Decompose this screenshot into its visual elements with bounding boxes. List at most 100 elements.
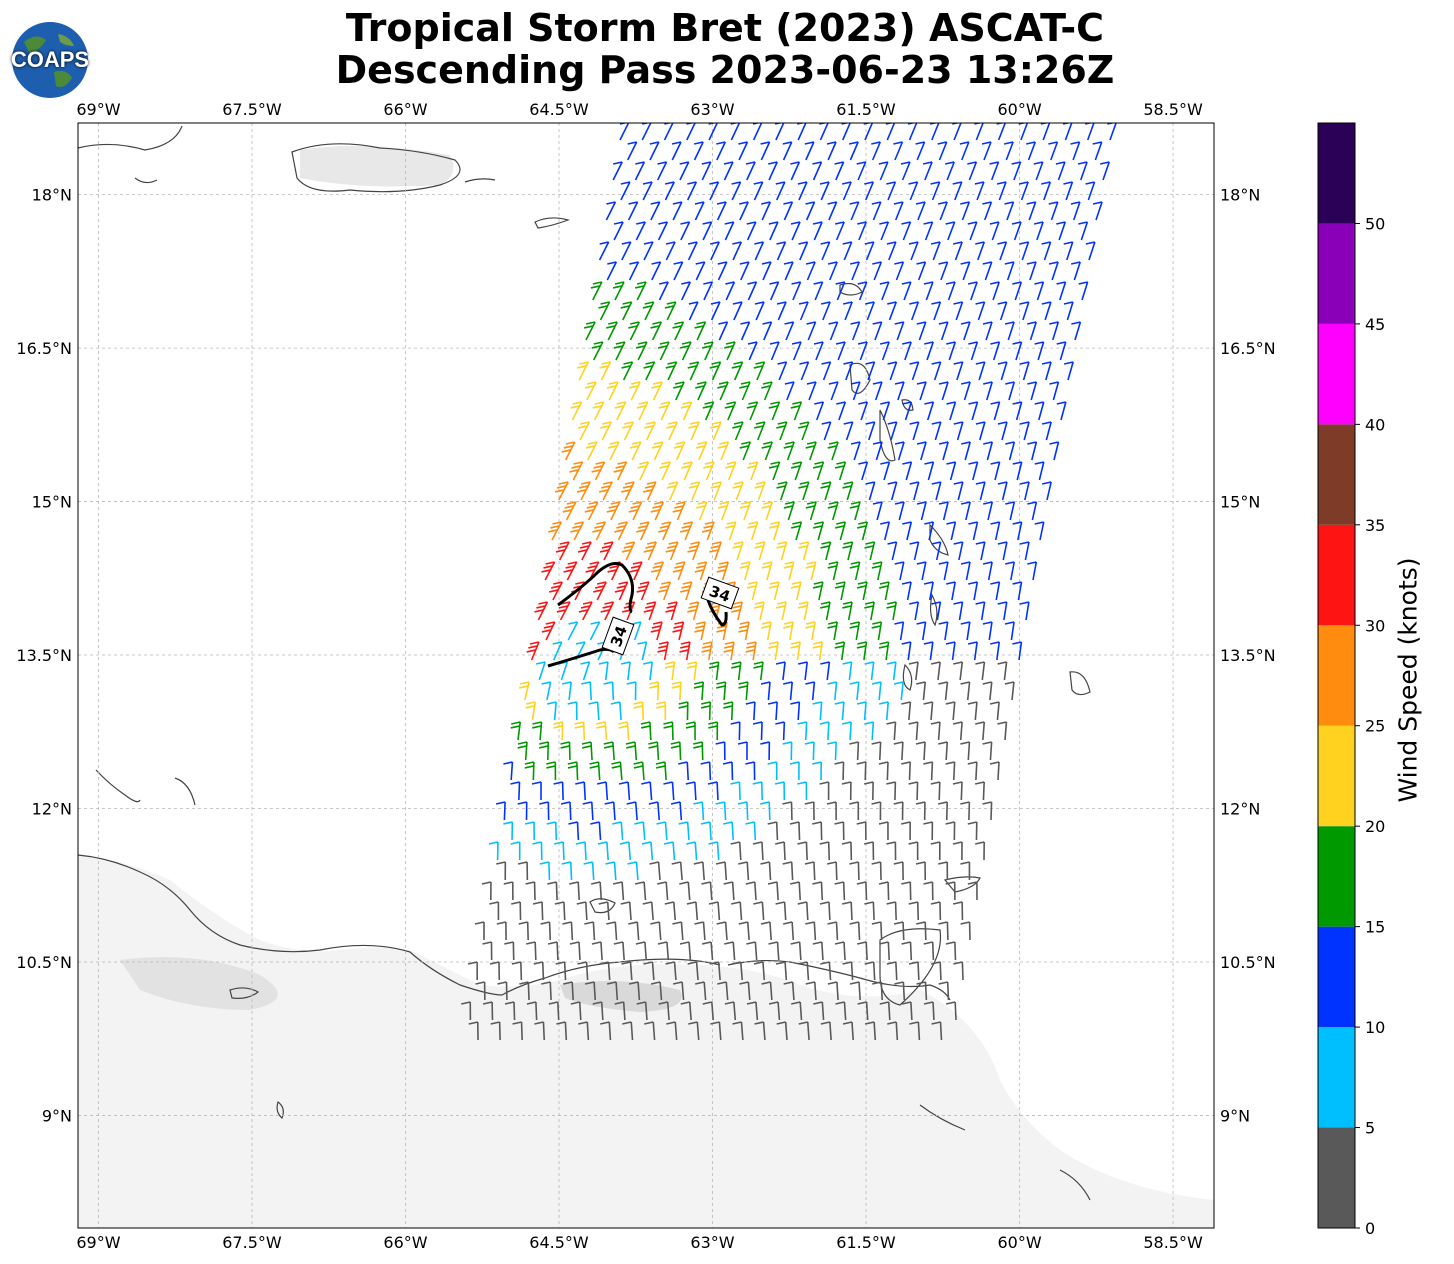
wind-barb-flag [659,465,669,469]
wind-barb [557,1001,560,1021]
wind-barb-flag [663,721,673,725]
wind-barb [1003,661,1008,681]
wind-barb-flag [952,901,963,905]
wind-barb [630,381,641,401]
wind-barb [619,701,622,721]
wind-barb-flag [639,521,650,525]
wind-barb [616,401,627,421]
wind-barb [676,501,686,521]
wind-barb [809,441,817,461]
wind-barb [680,221,691,241]
wind-barb-flag [683,521,693,525]
wind-barb [865,1001,869,1021]
axis-labels: 69°W69°W67.5°W67.5°W66°W66°W64.5°W64.5°W… [16,100,1275,1252]
wind-barb [961,141,970,161]
wind-barb [807,321,817,341]
wind-barb-flag [748,461,758,465]
wind-barb-flag [722,761,733,765]
wind-barb [954,241,963,261]
wind-barb [520,961,523,981]
wind-barb-flag [622,1021,632,1025]
wind-barb [651,261,662,281]
wind-barb-flag [652,621,663,625]
wind-barb [778,361,788,381]
wind-barb-flag [664,665,675,669]
wind-barb-flag [551,585,561,589]
wind-barb [596,701,600,721]
wind-barb-flag [592,281,603,285]
wind-barb [673,961,677,981]
wind-barb [558,481,569,501]
wind-barb-flag [799,541,809,545]
wind-barb-flag [1012,581,1022,585]
wind-barb-flag [586,505,596,509]
wind-barb [635,861,639,881]
wind-barb [938,141,948,161]
wind-barb-flag [909,421,919,425]
wind-barb-flag [671,681,682,685]
wind-barb-flag [496,861,506,865]
wind-barb [643,881,647,901]
wind-barb [802,541,810,561]
wind-barb-flag [812,221,823,225]
wind-barb-flag [652,381,663,385]
wind-barb [760,141,771,161]
wind-barb-flag [651,385,661,389]
wind-barb [953,123,962,141]
wind-barb [883,461,891,481]
wind-barb-flag [608,381,619,385]
wind-barb [950,521,957,541]
wind-barb [1005,141,1014,161]
wind-barb-flag [842,605,852,609]
wind-barb [902,921,905,941]
wind-barb-flag [893,681,904,685]
wind-barb-flag [828,321,838,325]
lat-tick-right: 9°N [1220,1106,1250,1125]
wind-barb-flag [886,181,896,185]
wind-barb-flag [490,1021,500,1025]
wind-barb-flag [849,741,859,745]
wind-barb-flag [799,421,809,425]
wind-barb [750,461,759,481]
wind-barb-flag [1085,123,1094,125]
wind-barb-flag [733,361,743,365]
wind-barb-flag [886,241,897,245]
wind-barb [700,621,706,641]
wind-barb-flag [761,621,772,625]
wind-barb [756,421,766,441]
wind-barb-flag [578,425,588,429]
wind-barb [931,941,935,961]
wind-barb-flag [672,981,683,985]
wind-barb [657,861,661,881]
wind-barb-flag [776,1021,786,1025]
wind-barb-flag [754,601,765,605]
wind-barb-flag [584,385,595,389]
wind-barb [1038,461,1045,481]
wind-barb [576,821,580,841]
lon-tick-top: 64.5°W [529,100,589,119]
wind-barb [835,161,845,181]
wind-barb [998,181,1007,201]
wind-barb [752,641,757,661]
wind-barb [1001,421,1008,441]
wind-barb-flag [694,201,705,205]
wind-barb [841,123,851,141]
wind-barb [660,401,671,421]
wind-barb-flag [576,489,587,493]
wind-barb [651,961,655,981]
wind-barb [1036,221,1044,241]
wind-barb-flag [909,361,919,365]
wind-barb [1029,261,1037,281]
wind-barb-flag [708,665,719,669]
wind-barb-flag [632,501,642,505]
lon-tick-bottom: 61.5°W [836,1233,896,1252]
wind-barb-flag [990,401,1000,405]
wind-barb-flag [938,561,949,565]
wind-barb [632,501,643,521]
wind-barb [669,541,679,561]
wind-barb [850,961,854,981]
wind-barb-flag [1019,241,1029,245]
wind-barb [563,901,566,921]
wind-barb [746,161,756,181]
wind-barb-flag [652,321,662,325]
